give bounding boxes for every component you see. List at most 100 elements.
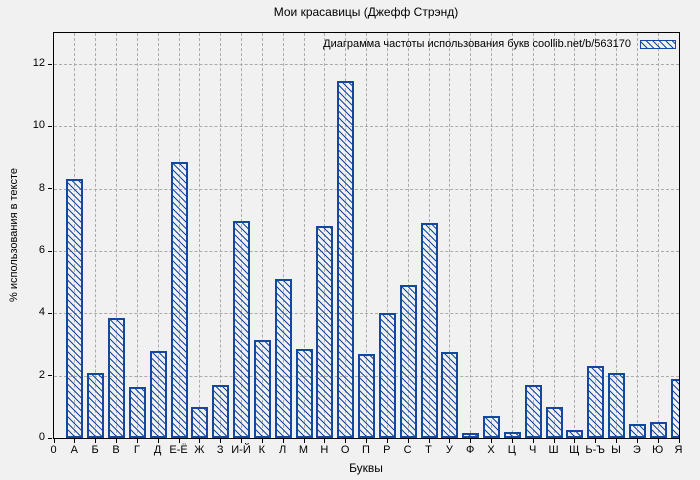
bar-М: [295, 349, 313, 438]
x-tick-mark: [303, 439, 305, 443]
v-gridline: [470, 33, 472, 438]
bar-Ф: [462, 433, 480, 438]
x-tick-mark: [470, 439, 472, 443]
chart-title: Мои красавицы (Джефф Стрэнд): [273, 5, 459, 19]
v-gridline: [449, 33, 451, 438]
x-tick-label: П: [362, 444, 370, 456]
y-tick-mark: [48, 188, 52, 190]
v-gridline: [282, 33, 284, 438]
x-tick-mark: [678, 439, 680, 443]
x-tick-label: Ч: [528, 444, 537, 456]
x-tick-label: Х: [487, 444, 495, 456]
bar-О: [337, 81, 355, 438]
bar-Н: [316, 226, 334, 438]
v-gridline: [199, 33, 201, 438]
x-tick-label: О: [340, 444, 350, 456]
v-gridline: [657, 33, 659, 438]
bar-Ш: [545, 407, 563, 438]
legend: Диаграмма частоты использования букв coo…: [323, 38, 676, 50]
x-tick-label: М: [298, 444, 309, 456]
y-tick-mark: [48, 250, 52, 252]
x-tick-label: Я: [674, 444, 683, 456]
x-tick-label: Д: [153, 444, 162, 456]
bar-А: [66, 179, 84, 438]
bar-Ь-Ъ: [587, 366, 605, 438]
bar-Щ: [566, 430, 584, 438]
x-tick-label: Т: [425, 444, 432, 456]
x-tick-mark: [241, 439, 242, 443]
bar-У: [441, 352, 459, 438]
x-tick-label: Б: [91, 444, 99, 456]
x-tick-mark: [574, 439, 576, 443]
v-gridline: [116, 33, 117, 438]
x-tick-label: Ж: [194, 444, 205, 456]
v-gridline: [616, 33, 617, 438]
y-tick-mark: [48, 125, 52, 127]
y-tick-label: 0: [38, 431, 45, 443]
bar-З: [212, 385, 230, 438]
v-gridline: [636, 33, 638, 438]
v-gridline: [303, 33, 305, 438]
x-tick-label: Ь-Ъ: [585, 444, 605, 456]
v-gridline: [553, 33, 555, 438]
bar-Т: [420, 223, 438, 438]
x-tick-label: Г: [133, 444, 140, 456]
x-tick-label: Ю: [652, 444, 664, 456]
x-tick-mark: [532, 439, 534, 443]
y-tick-label: 10: [32, 119, 45, 132]
y-tick-label: 2: [38, 368, 45, 381]
x-tick-mark: [491, 439, 492, 443]
bar-Ы: [608, 373, 625, 438]
bars-layer: [54, 33, 679, 438]
x-tick-mark: [616, 439, 617, 443]
x-tick-mark: [261, 439, 263, 443]
x-tick-mark: [407, 439, 409, 443]
x-tick-label: С: [403, 444, 412, 456]
y-tick-mark: [48, 437, 52, 439]
bar-Г: [128, 387, 146, 438]
x-tick-mark: [136, 439, 138, 443]
bar-В: [108, 318, 125, 438]
v-gridline: [136, 33, 138, 438]
x-tick-label: Е-Ё: [169, 444, 188, 456]
v-gridline: [157, 33, 159, 438]
x-tick-label: А: [70, 444, 78, 456]
v-gridline: [511, 33, 513, 438]
x-tick-mark: [595, 439, 597, 443]
v-gridline: [574, 33, 576, 438]
x-tick-label: Э: [632, 444, 641, 456]
bar-Ц: [503, 432, 521, 438]
v-gridline: [407, 33, 409, 438]
bar-Д: [149, 351, 167, 438]
x-tick-mark: [157, 439, 159, 443]
v-gridline: [386, 33, 388, 438]
v-gridline: [595, 33, 597, 438]
x-axis-label: Буквы: [349, 461, 383, 475]
bar-К: [253, 340, 271, 438]
x-tick-label: Ш: [548, 444, 559, 456]
v-gridline: [366, 33, 367, 438]
bar-Р: [378, 313, 396, 438]
y-tick-label: 4: [38, 306, 45, 319]
x-tick-label: Ф: [465, 444, 475, 456]
x-tick-mark: [553, 439, 555, 443]
x-tick-label: Ы: [611, 444, 621, 456]
x-tick-mark: [116, 439, 117, 443]
x-tick-mark: [636, 439, 638, 443]
x-tick-mark: [366, 439, 367, 443]
x-tick-mark: [657, 439, 659, 443]
y-tick-mark: [48, 63, 52, 65]
v-gridline: [491, 33, 492, 438]
x-tick-label: Л: [279, 444, 287, 456]
x-tick-mark: [428, 439, 430, 443]
v-gridline: [220, 33, 222, 438]
x-tick-mark: [95, 439, 97, 443]
y-tick-mark: [48, 312, 52, 314]
y-tick-label: 8: [38, 181, 45, 194]
bar-Ч: [524, 385, 542, 438]
x-tick-label: 0: [50, 444, 57, 456]
bar-Ю: [649, 422, 667, 438]
plot-area: Диаграмма частоты использования букв coo…: [53, 32, 680, 439]
x-tick-mark: [511, 439, 513, 443]
